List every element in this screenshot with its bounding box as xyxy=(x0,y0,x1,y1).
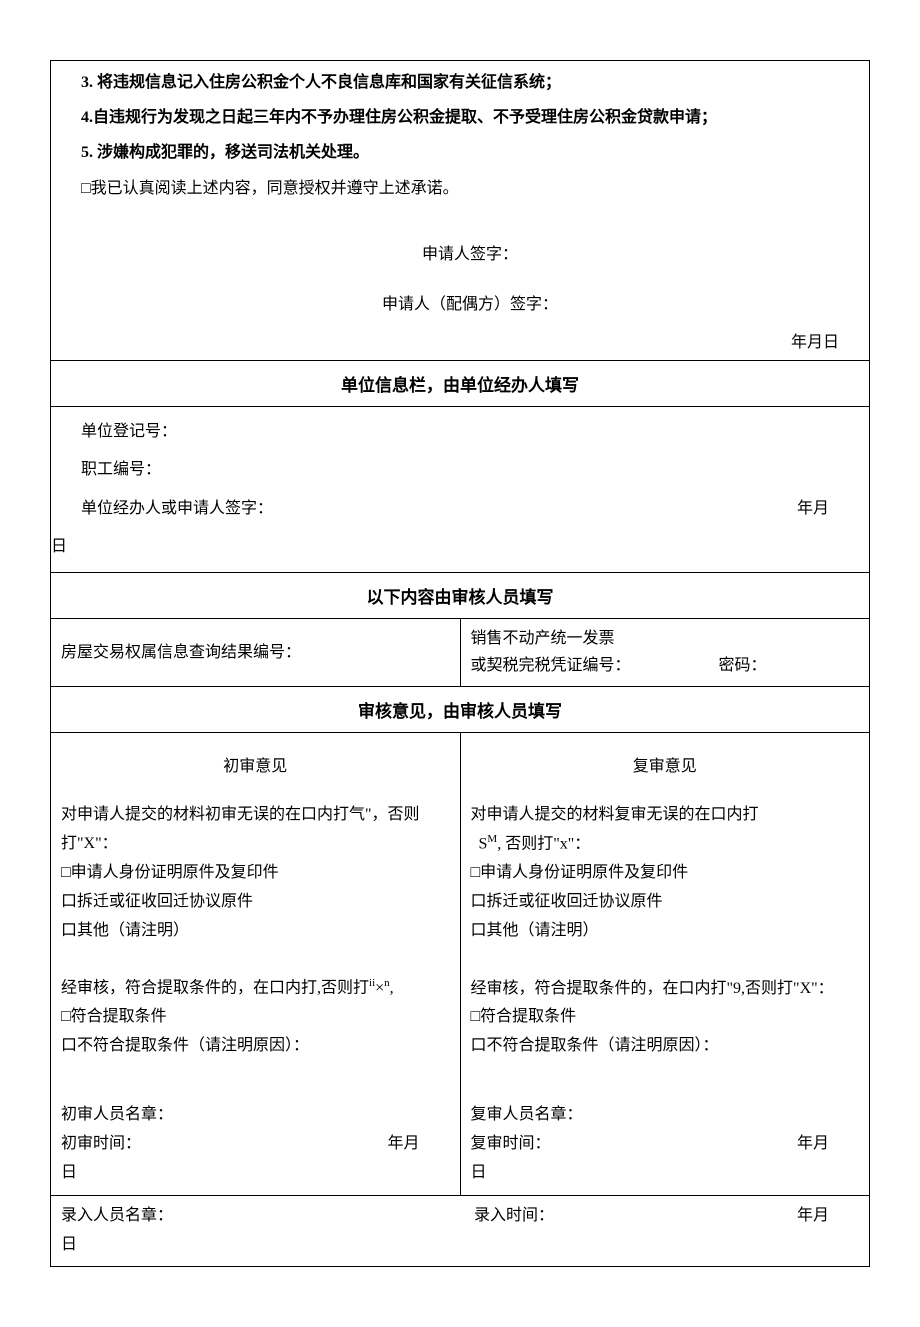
applicant-signature: 申请人签字： xyxy=(81,236,859,274)
property-query-no: 房屋交易权属信息查询结果编号： xyxy=(51,619,461,685)
second-s2: 口不符合提取条件（请注明原因）： xyxy=(471,1032,860,1061)
unit-reg-no: 单位登记号： xyxy=(81,413,859,451)
first-review-time: 初审时间：年月 xyxy=(61,1130,450,1159)
second-c3: 口其他（请注明） xyxy=(471,917,860,946)
first-c1: □申请人身份证明原件及复印件 xyxy=(61,859,450,888)
first-s1: □符合提取条件 xyxy=(61,1003,450,1032)
entry-name-cell: 录入人员名章： 日 xyxy=(51,1196,460,1266)
second-review-title: 复审意见 xyxy=(471,753,860,782)
second-review-time: 复审时间：年月 xyxy=(471,1130,860,1159)
first-c2: 口拆迁或征收回迁协议原件 xyxy=(61,888,450,917)
second-s1: □符合提取条件 xyxy=(471,1003,860,1032)
unit-info-block: 单位登记号： 职工编号： 单位经办人或申请人签字： 年月 日 xyxy=(51,407,869,574)
first-reviewer-name: 初审人员名章： xyxy=(61,1101,450,1130)
review-row: 初审意见 对申请人提交的材料初审无误的在口内打气"，否则打"X"： □申请人身份… xyxy=(51,733,869,1197)
first-c3: 口其他（请注明） xyxy=(61,917,450,946)
first-p2: 经审核，符合提取条件的，在口内打,否则打ii×n, xyxy=(61,974,450,1003)
spouse-signature: 申请人（配偶方）签字： xyxy=(81,286,859,324)
second-c1: □申请人身份证明原件及复印件 xyxy=(471,859,860,888)
opinion-title: 审核意见，由审核人员填写 xyxy=(51,687,869,733)
item-3: 3. 将违规信息记入住房公积金个人不良信息库和国家有关征信系统； xyxy=(81,65,859,100)
query-row: 房屋交易权属信息查询结果编号： 销售不动产统一发票 或契税完税凭证编号： 密码： xyxy=(51,619,869,686)
unit-info-title: 单位信息栏，由单位经办人填写 xyxy=(51,361,869,407)
unit-handler-sign: 单位经办人或申请人签字： 年月 xyxy=(81,490,859,528)
first-day: 日 xyxy=(61,1159,450,1188)
first-s2: 口不符合提取条件（请注明原因）： xyxy=(61,1032,450,1061)
second-c2: 口拆迁或征收回迁协议原件 xyxy=(471,888,860,917)
first-review-title: 初审意见 xyxy=(61,753,450,782)
invoice-tax-cell: 销售不动产统一发票 或契税完税凭证编号： 密码： xyxy=(461,619,870,685)
employee-no: 职工编号： xyxy=(81,451,859,489)
first-p1: 对申请人提交的材料初审无误的在口内打气"，否则打"X"： xyxy=(61,801,450,859)
date-ymd: 年月日 xyxy=(81,325,859,360)
second-reviewer-name: 复审人员名章： xyxy=(471,1101,860,1130)
unit-day: 日 xyxy=(51,528,859,566)
first-review-col: 初审意见 对申请人提交的材料初审无误的在口内打气"，否则打"X"： □申请人身份… xyxy=(51,733,461,1196)
auditor-section-title: 以下内容由审核人员填写 xyxy=(51,573,869,619)
commitment-block: 3. 将违规信息记入住房公积金个人不良信息库和国家有关征信系统； 4.自违规行为… xyxy=(51,61,869,361)
second-day: 日 xyxy=(471,1159,860,1188)
form-table: 3. 将违规信息记入住房公积金个人不良信息库和国家有关征信系统； 4.自违规行为… xyxy=(50,60,870,1267)
confirm-checkbox-line: □我已认真阅读上述内容，同意授权并遵守上述承诺。 xyxy=(81,171,859,206)
second-review-col: 复审意见 对申请人提交的材料复审无误的在口内打 SM, 否则打"x"： □申请人… xyxy=(461,733,870,1196)
item-5: 5. 涉嫌构成犯罪的，移送司法机关处理。 xyxy=(81,135,859,170)
entry-row: 录入人员名章： 日 录入时间：年月 xyxy=(51,1196,869,1266)
item-4: 4.自违规行为发现之日起三年内不予办理住房公积金提取、不予受理住房公积金贷款申请… xyxy=(81,100,859,135)
entry-time-cell: 录入时间：年月 xyxy=(460,1196,869,1266)
second-p2: 经审核，符合提取条件的，在口内打"9,否则打"X"： xyxy=(471,975,860,1004)
second-p1: 对申请人提交的材料复审无误的在口内打 SM, 否则打"x"： xyxy=(471,801,860,859)
